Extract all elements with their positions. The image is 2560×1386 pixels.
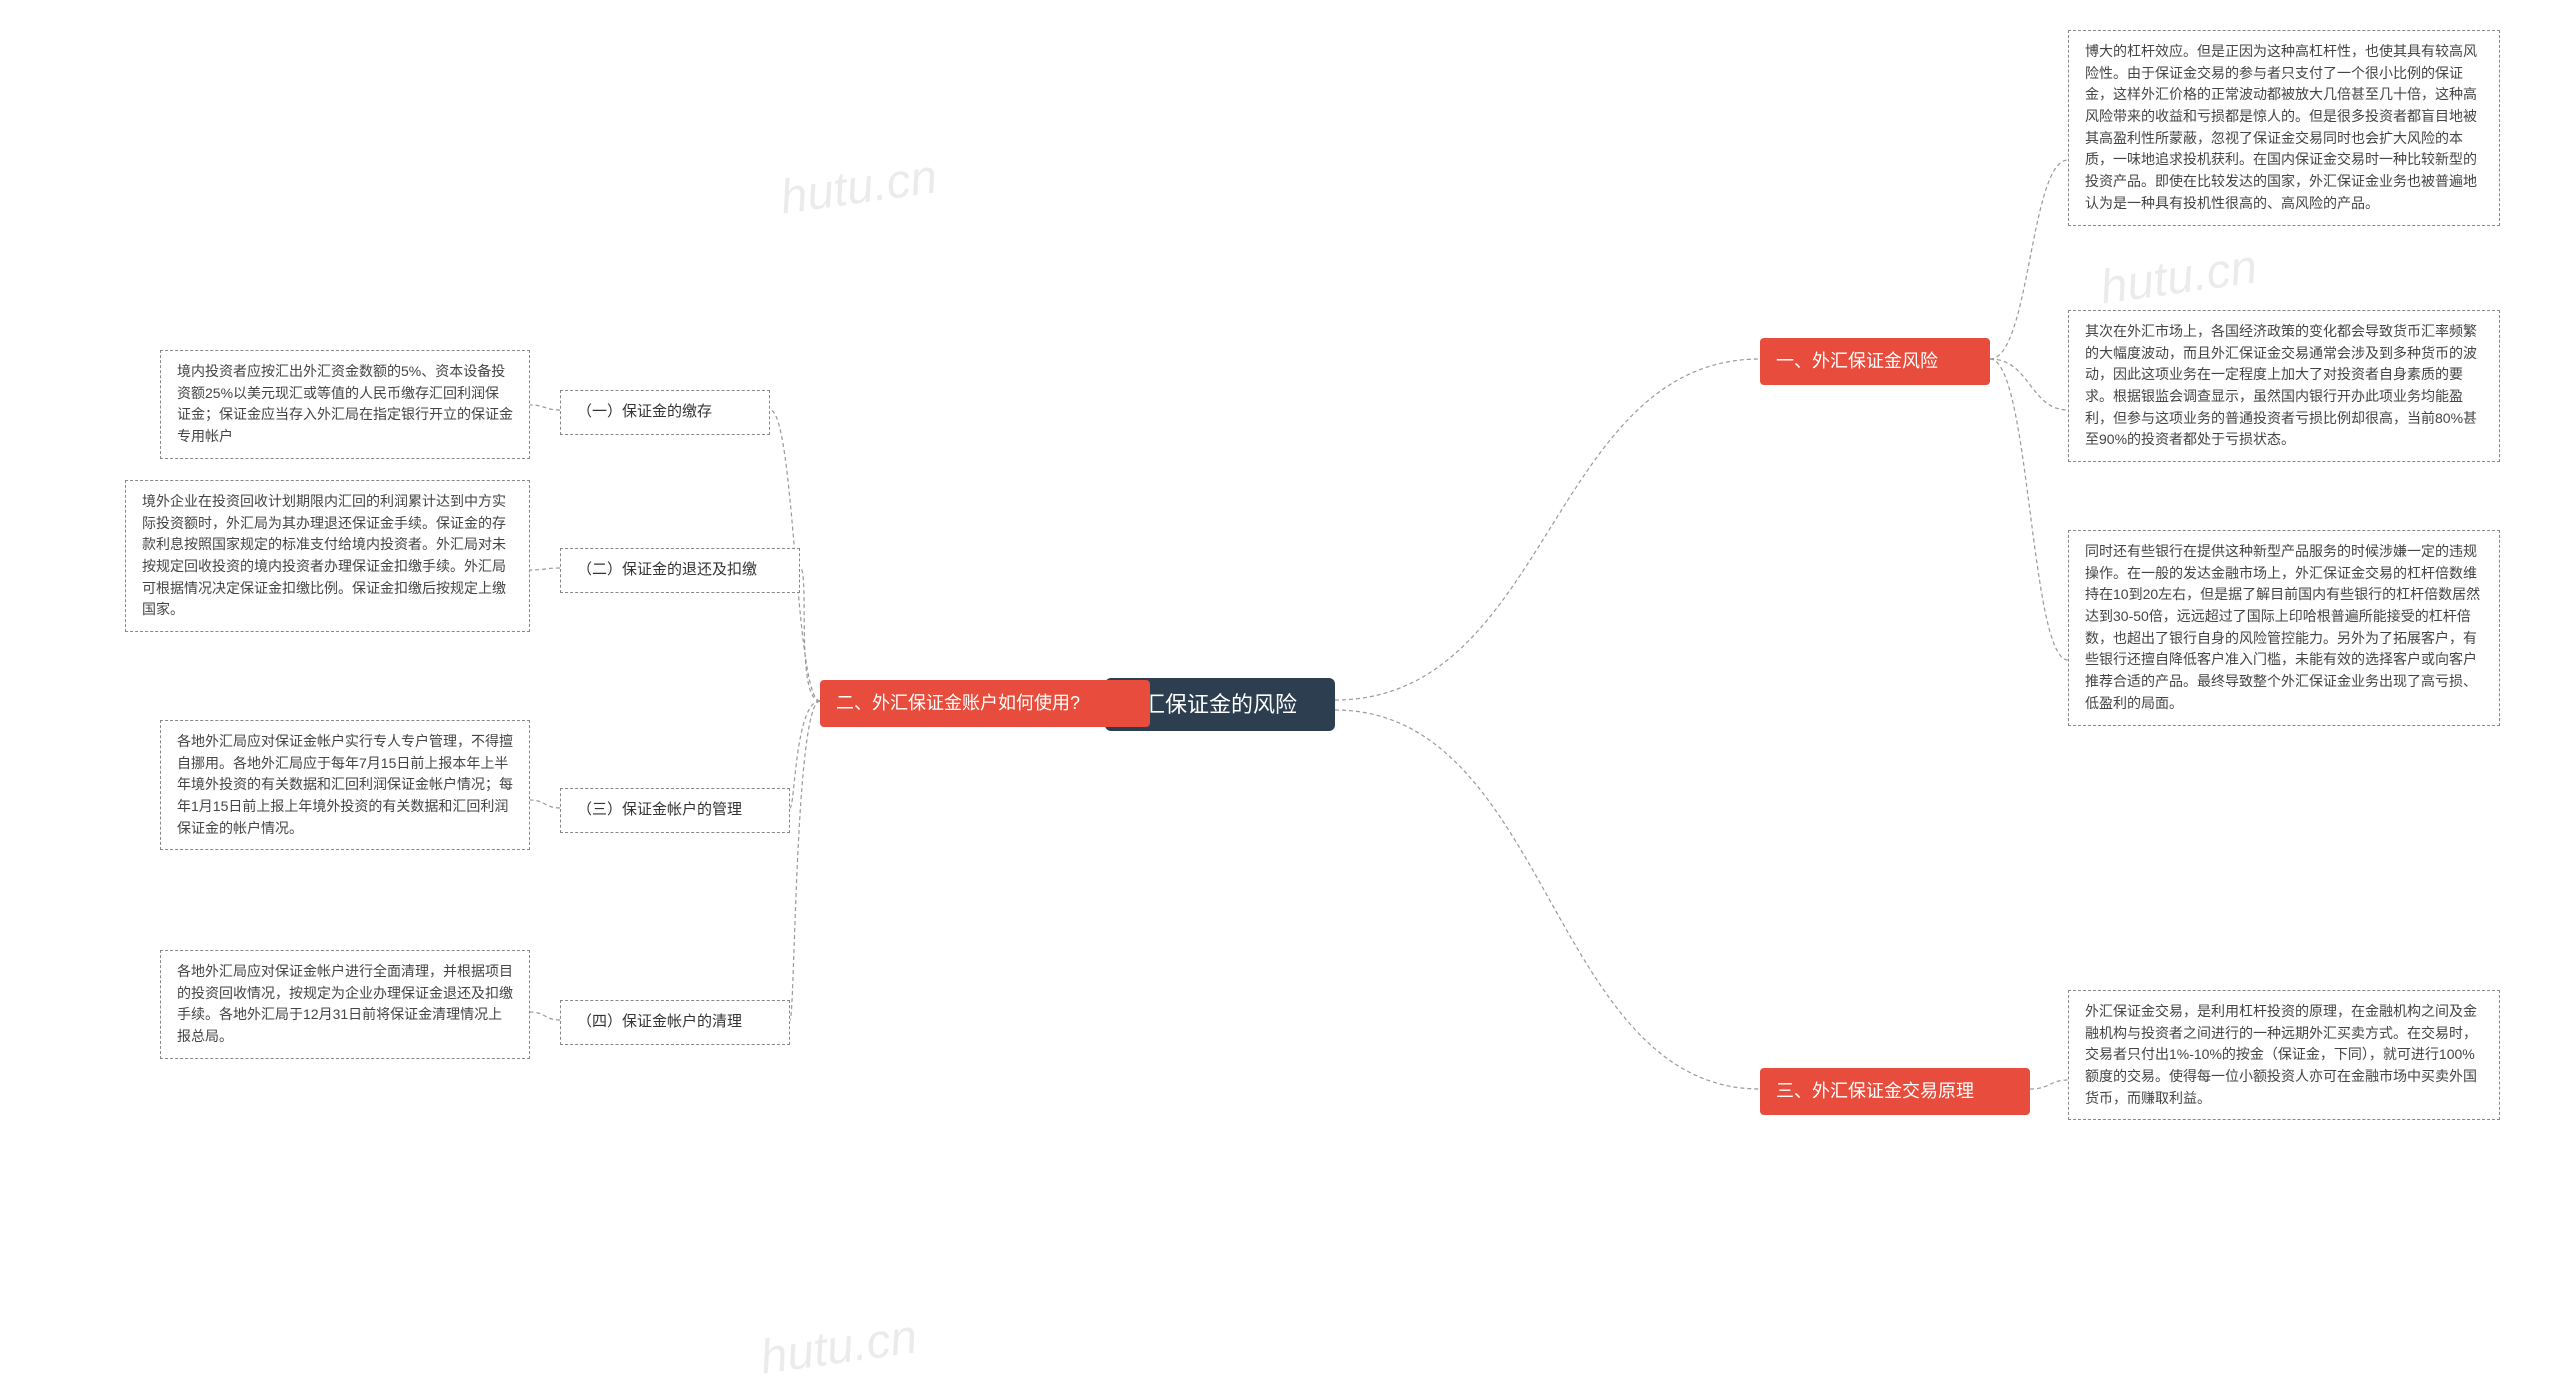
edge-sub2-leaf xyxy=(530,568,560,570)
edge-sub1-leaf xyxy=(530,405,560,410)
edge-sub3-leaf xyxy=(530,800,560,808)
branch3-leaf: 外汇保证金交易，是利用杠杆投资的原理，在金融机构之间及金融机构与投资者之间进行的… xyxy=(2068,990,2500,1120)
edge-b1-leaf3 xyxy=(1990,359,2068,660)
edge-b2-sub3 xyxy=(790,701,820,808)
branch-3[interactable]: 三、外汇保证金交易原理 xyxy=(1760,1068,2030,1115)
sub-2[interactable]: （二）保证金的退还及扣缴 xyxy=(560,548,800,593)
branch1-leaf-3: 同时还有些银行在提供这种新型产品服务的时候涉嫌一定的违规操作。在一般的发达金融市… xyxy=(2068,530,2500,726)
edge-sub4-leaf xyxy=(530,1012,560,1020)
branch1-leaf-2: 其次在外汇市场上，各国经济政策的变化都会导致货币汇率频繁的大幅度波动，而且外汇保… xyxy=(2068,310,2500,462)
sub-4[interactable]: （四）保证金帐户的清理 xyxy=(560,1000,790,1045)
watermark: hutu.cn xyxy=(757,1309,921,1385)
branch1-leaf-1: 博大的杠杆效应。但是正因为这种高杠杆性，也使其具有较高风险性。由于保证金交易的参… xyxy=(2068,30,2500,226)
edge-b1-leaf1 xyxy=(1990,160,2068,359)
watermark: hutu.cn xyxy=(2097,239,2261,315)
sub3-leaf: 各地外汇局应对保证金帐户实行专人专户管理，不得擅自挪用。各地外汇局应于每年7月1… xyxy=(160,720,530,850)
edge-b2-sub4 xyxy=(790,701,820,1020)
edge-b1-leaf2 xyxy=(1990,359,2068,410)
edge-b3-leaf xyxy=(2030,1080,2068,1089)
branch-2[interactable]: 二、外汇保证金账户如何使用? xyxy=(820,680,1150,727)
watermark: hutu.cn xyxy=(777,149,941,225)
sub2-leaf: 境外企业在投资回收计划期限内汇回的利润累计达到中方实际投资额时，外汇局为其办理退… xyxy=(125,480,530,632)
sub-3[interactable]: （三）保证金帐户的管理 xyxy=(560,788,790,833)
edge-b2-sub2 xyxy=(800,568,820,701)
sub-1[interactable]: （一）保证金的缴存 xyxy=(560,390,770,435)
edge-center-branch3 xyxy=(1335,710,1760,1089)
sub1-leaf: 境内投资者应按汇出外汇资金数额的5%、资本设备投资额25%以美元现汇或等值的人民… xyxy=(160,350,530,459)
branch-1[interactable]: 一、外汇保证金风险 xyxy=(1760,338,1990,385)
edge-center-branch1 xyxy=(1335,359,1760,700)
sub4-leaf: 各地外汇局应对保证金帐户进行全面清理，并根据项目的投资回收情况，按规定为企业办理… xyxy=(160,950,530,1059)
